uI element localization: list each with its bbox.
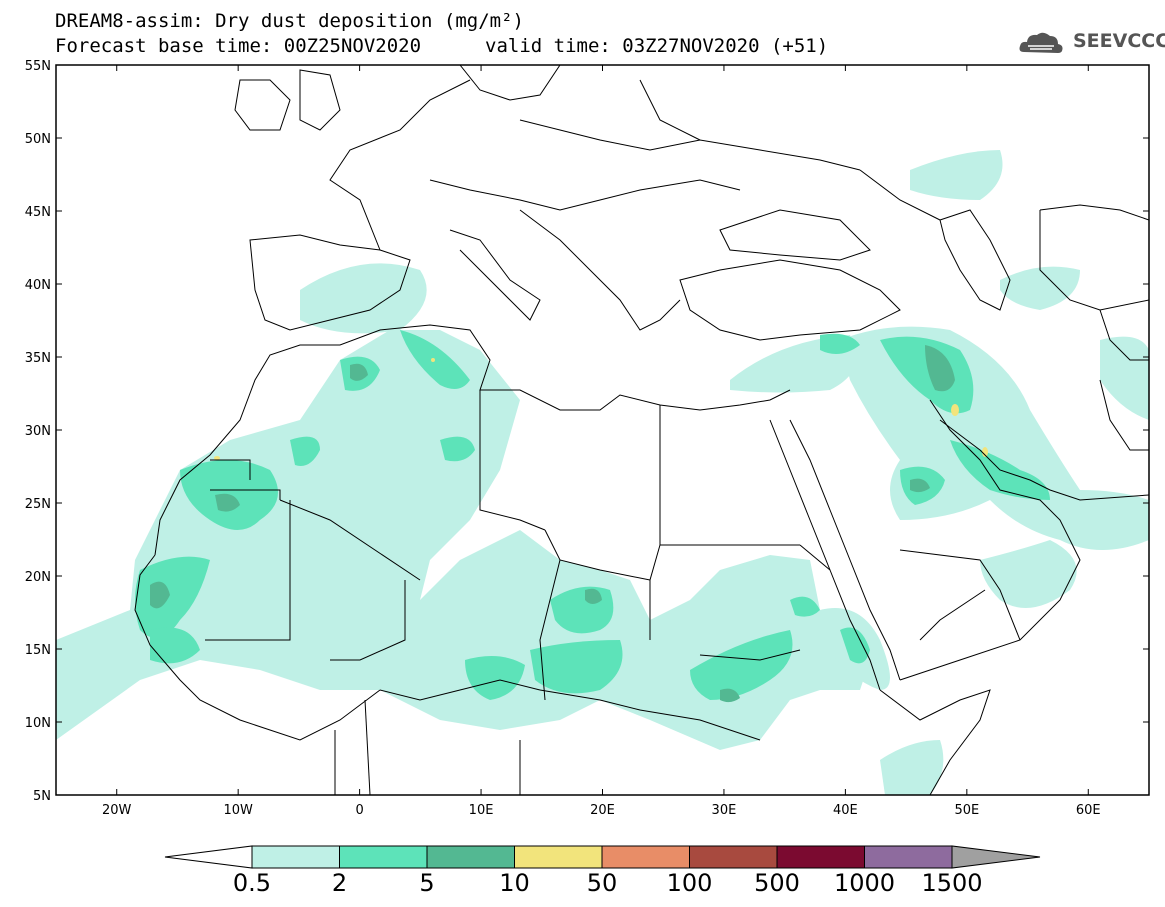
dust-fields [56, 150, 1149, 795]
lat-label: 35N [25, 351, 51, 366]
colorbar-segment [864, 845, 953, 869]
colorbar-label: 50 [587, 869, 618, 897]
logo-text: SEEVCCC [1073, 30, 1165, 52]
lat-label: 25N [25, 497, 51, 512]
lat-label: 55N [25, 59, 51, 74]
lon-label: 20W [102, 803, 132, 818]
colorbar-label: 500 [754, 869, 800, 897]
colorbar-label: 5 [419, 869, 434, 897]
colorbar-segment [514, 845, 603, 869]
lon-label: 50E [954, 803, 979, 818]
lon-label: 30E [712, 803, 737, 818]
colorbar-label: 2 [332, 869, 347, 897]
colorbar-segment [339, 845, 428, 869]
map-title: DREAM8-assim: Dry dust deposition (mg/m²… [55, 10, 524, 32]
dust-level-5 [150, 345, 955, 703]
coastlines-borders [134, 65, 1149, 795]
colorbar-segment [776, 845, 865, 869]
lon-label: 40E [833, 803, 858, 818]
lon-label: 10W [223, 803, 253, 818]
cloud-logo-icon [1019, 32, 1063, 53]
colorbar-segment [689, 845, 778, 869]
lat-label: 40N [25, 278, 51, 293]
colorbar-label: 10 [499, 869, 530, 897]
lon-label: 60E [1076, 803, 1101, 818]
valid-time: valid time: 03Z27NOV2020 (+51) [485, 35, 829, 57]
dust-level-light [56, 150, 1149, 795]
lat-label: 45N [25, 205, 51, 220]
lat-label: 15N [25, 643, 51, 658]
colorbar-segment [164, 845, 253, 869]
colorbar-label: 1500 [921, 869, 982, 897]
dust-level-10 [214, 358, 988, 460]
colorbar-label: 0.5 [233, 869, 271, 897]
colorbar-segment [251, 845, 340, 869]
colorbar-segment [951, 845, 1041, 869]
colorbar-segment [426, 845, 515, 869]
lat-label: 10N [25, 716, 51, 731]
forecast-base-time: Forecast base time: 00Z25NOV2020 [55, 35, 422, 57]
lon-label: 0 [355, 803, 363, 818]
longitude-axis: 20W 10W 0 10E 20E 30E 40E 50E 60E [102, 65, 1101, 818]
lat-label: 20N [25, 570, 51, 585]
colorbar: 0.5 2 5 10 50 100 500 1000 1500 [164, 845, 1041, 897]
lon-label: 20E [590, 803, 615, 818]
colorbar-label: 1000 [834, 869, 895, 897]
colorbar-segment [601, 845, 690, 869]
lat-label: 30N [25, 424, 51, 439]
lon-label: 10E [469, 803, 494, 818]
latitude-axis: 55N 50N 45N 40N 35N 30N 25N 20N 15N 10N 5N [25, 59, 1149, 804]
lat-label: 5N [33, 789, 51, 804]
lat-label: 50N [25, 132, 51, 147]
colorbar-label: 100 [667, 869, 713, 897]
